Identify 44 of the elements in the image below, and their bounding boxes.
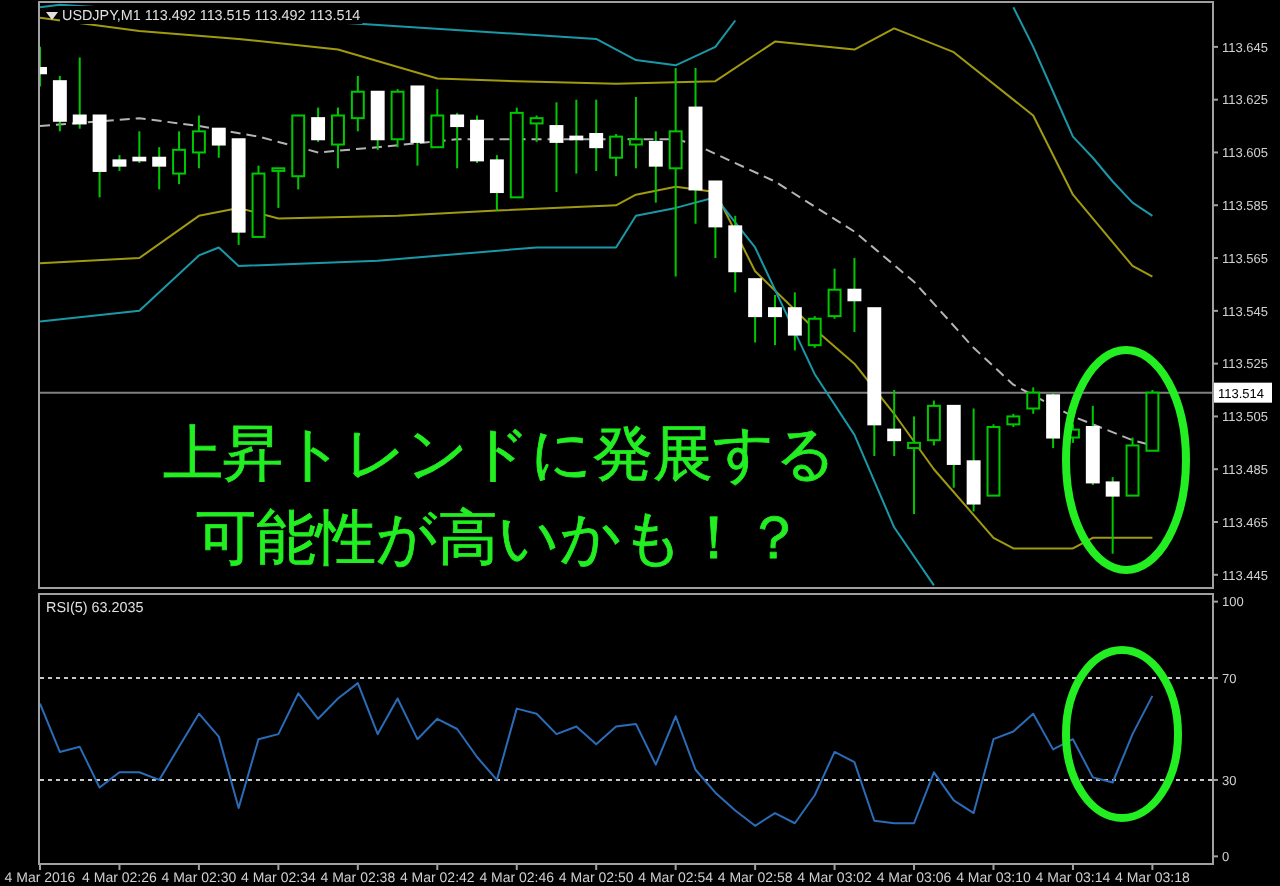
- candlestick: [72, 56, 87, 130]
- candlestick: [827, 267, 842, 320]
- candlestick: [768, 294, 782, 347]
- candlestick: [390, 88, 405, 149]
- candlestick: [708, 180, 723, 260]
- candlestick: [132, 130, 147, 165]
- candlestick: [489, 154, 504, 212]
- candlestick: [450, 111, 465, 170]
- candlestick: [430, 88, 445, 149]
- candlestick: [152, 146, 167, 191]
- candlestick: [211, 127, 226, 159]
- candlestick: [926, 399, 941, 447]
- candlestick: [628, 96, 643, 170]
- candlestick: [589, 98, 604, 172]
- candlestick: [271, 167, 286, 209]
- candlestick: [668, 66, 683, 278]
- candlestick: [966, 407, 981, 513]
- candlestick: [172, 130, 187, 186]
- candlestick: [807, 315, 822, 349]
- candlestick: [847, 257, 862, 333]
- line-series: [1012, 6, 1154, 217]
- candlestick: [529, 114, 544, 143]
- candlestick: [728, 214, 743, 294]
- candlestick: [648, 130, 663, 204]
- annotation: 上昇トレンドに発展する: [163, 420, 837, 490]
- candlestick: [1105, 476, 1120, 555]
- candlestick: [609, 132, 624, 178]
- candlestick: [191, 114, 206, 170]
- annotation: 可能性が高いかも！？: [196, 504, 804, 574]
- candlestick: [569, 98, 584, 175]
- candlestick: [907, 415, 921, 516]
- candlestick: [350, 74, 365, 133]
- candlestick: [311, 106, 326, 143]
- candlestick: [370, 90, 385, 151]
- candlestick: [549, 101, 564, 194]
- candlestick: [748, 278, 763, 344]
- line-series: [40, 682, 1154, 827]
- candlestick: [887, 389, 902, 458]
- candlestick: [1026, 386, 1041, 415]
- candlestick: [470, 114, 484, 165]
- candlestick: [787, 291, 802, 352]
- candlestick: [52, 74, 67, 133]
- candlestick: [1046, 391, 1061, 450]
- candlestick: [331, 106, 345, 170]
